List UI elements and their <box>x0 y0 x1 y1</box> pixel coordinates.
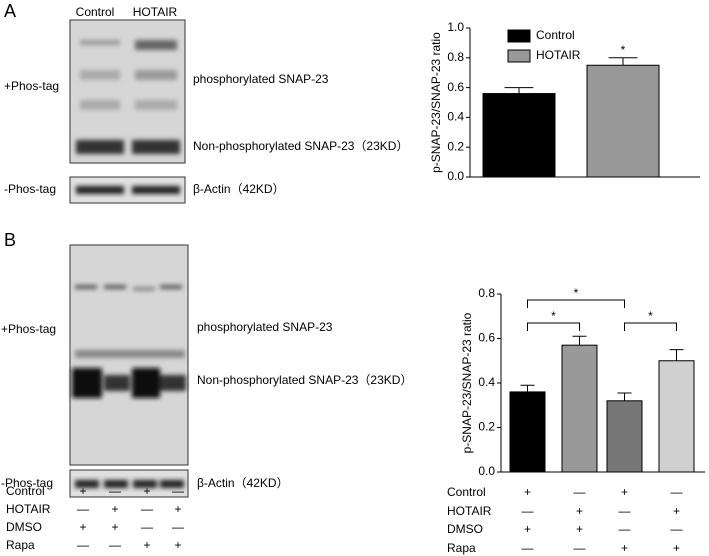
legend-label: Control <box>536 28 575 42</box>
y-tick-label: 0.6 <box>478 331 495 345</box>
condition-sign: — <box>141 520 153 534</box>
error-bar <box>572 335 587 346</box>
significance-bracket <box>527 299 625 308</box>
condition-label: Control <box>447 485 486 499</box>
legend-label: HOTAIR <box>536 48 581 62</box>
blot-left-label: -Phos-tag <box>4 182 56 196</box>
bar <box>561 344 598 473</box>
blot-left-label: -Phos-tag <box>1 476 53 490</box>
blot-right-label: Non-phosphorylated SNAP-23（23KD） <box>197 373 412 387</box>
legend-swatch <box>507 49 531 63</box>
y-axis-label: p-SNAP-23/SNAP-23 ratio <box>460 312 474 453</box>
blot-left-label: +Phos-tag <box>1 322 56 336</box>
condition-sign: — <box>522 541 534 555</box>
condition-sign: + <box>673 541 680 555</box>
blot-b <box>69 244 189 498</box>
condition-label: HOTAIR <box>447 504 492 518</box>
bar <box>658 360 695 473</box>
condition-sign: — <box>77 538 89 552</box>
condition-sign: + <box>143 484 150 498</box>
y-axis-label: p-SNAP-23/SNAP-23 ratio <box>429 32 443 173</box>
condition-sign: + <box>143 538 150 552</box>
error-bar <box>520 384 535 392</box>
bar <box>606 400 643 473</box>
lane-label: HOTAIR <box>133 5 178 19</box>
error-bar <box>504 87 534 94</box>
significance-bracket <box>527 322 580 331</box>
condition-sign: — <box>77 502 89 516</box>
condition-sign: + <box>174 502 181 516</box>
error-bar <box>669 349 684 361</box>
condition-sign: + <box>576 504 583 518</box>
blot-right-label: β-Actin（42KD） <box>197 476 289 490</box>
condition-sign: — <box>172 484 184 498</box>
lane-label: Control <box>76 5 115 19</box>
condition-sign: + <box>621 485 628 499</box>
condition-sign: — <box>574 541 586 555</box>
y-tick-label: 1.0 <box>447 20 464 34</box>
condition-label: Rapa <box>447 541 476 555</box>
blot-right-label: phosphorylated SNAP-23 <box>193 72 329 86</box>
condition-sign: — <box>671 485 683 499</box>
condition-label: DMSO <box>447 522 483 536</box>
condition-sign: + <box>79 520 86 534</box>
y-tick-label: 0.0 <box>478 464 495 478</box>
error-bar <box>608 57 638 66</box>
y-tick-label: 0.2 <box>478 420 495 434</box>
y-tick-label: 0.8 <box>478 286 495 300</box>
legend-swatch <box>507 29 531 43</box>
condition-sign: + <box>673 504 680 518</box>
significance-label: * <box>551 309 556 323</box>
condition-label: Control <box>6 484 45 498</box>
blot-right-label: phosphorylated SNAP-23 <box>197 320 333 334</box>
y-tick-label: 0.8 <box>447 50 464 64</box>
bar <box>509 391 546 473</box>
y-tick-label: 0.2 <box>447 139 464 153</box>
condition-sign: + <box>174 538 181 552</box>
condition-sign: — <box>172 520 184 534</box>
panel-label: A <box>4 1 16 21</box>
annotation: * <box>621 43 626 57</box>
blot-left-label: +Phos-tag <box>4 79 59 93</box>
blot-right-label: Non-phosphorylated SNAP-23（23KD） <box>193 139 408 153</box>
panel-label: B <box>4 230 16 250</box>
condition-label: DMSO <box>6 520 42 534</box>
condition-sign: + <box>79 484 86 498</box>
bar <box>586 64 660 178</box>
condition-sign: + <box>524 485 531 499</box>
bar <box>482 93 556 178</box>
y-tick-label: 0.4 <box>478 375 495 389</box>
significance-bracket <box>624 322 677 331</box>
condition-sign: — <box>619 504 631 518</box>
blot-a <box>69 19 186 204</box>
condition-sign: — <box>522 504 534 518</box>
y-tick-label: 0.4 <box>447 110 464 124</box>
significance-label: * <box>648 309 653 323</box>
condition-sign: — <box>574 485 586 499</box>
condition-sign: + <box>621 541 628 555</box>
condition-sign: — <box>109 484 121 498</box>
condition-sign: — <box>671 522 683 536</box>
y-tick-label: 0.0 <box>447 169 464 183</box>
condition-sign: — <box>141 502 153 516</box>
condition-sign: — <box>109 538 121 552</box>
condition-sign: + <box>111 502 118 516</box>
blot-right-label: β-Actin（42KD） <box>193 182 285 196</box>
condition-sign: + <box>576 522 583 536</box>
condition-sign: — <box>619 522 631 536</box>
condition-sign: + <box>524 522 531 536</box>
y-tick-label: 0.6 <box>447 80 464 94</box>
condition-label: HOTAIR <box>6 502 51 516</box>
significance-label: * <box>574 286 579 300</box>
error-bar <box>617 392 632 401</box>
condition-sign: + <box>111 520 118 534</box>
condition-label: Rapa <box>6 538 35 552</box>
